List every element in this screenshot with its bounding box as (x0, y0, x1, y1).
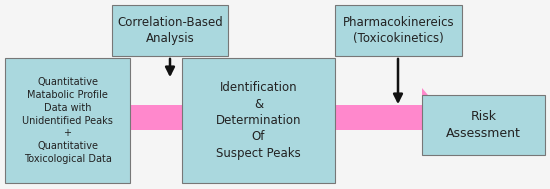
FancyBboxPatch shape (422, 95, 545, 155)
Text: Quantitative
Matabolic Profile
Data with
Unidentified Peaks
+
Quantitative
Toxic: Quantitative Matabolic Profile Data with… (22, 77, 113, 164)
Polygon shape (335, 88, 447, 147)
Text: Risk
Assessment: Risk Assessment (446, 110, 521, 140)
FancyBboxPatch shape (335, 5, 462, 56)
Text: Identification
&
Determination
Of
Suspect Peaks: Identification & Determination Of Suspec… (216, 81, 301, 160)
FancyBboxPatch shape (112, 5, 228, 56)
Text: Correlation-Based
Analysis: Correlation-Based Analysis (117, 16, 223, 45)
Polygon shape (130, 88, 200, 147)
FancyBboxPatch shape (5, 58, 130, 183)
Text: Pharmacokinereics
(Toxicokinetics): Pharmacokinereics (Toxicokinetics) (343, 16, 454, 45)
FancyBboxPatch shape (182, 58, 335, 183)
